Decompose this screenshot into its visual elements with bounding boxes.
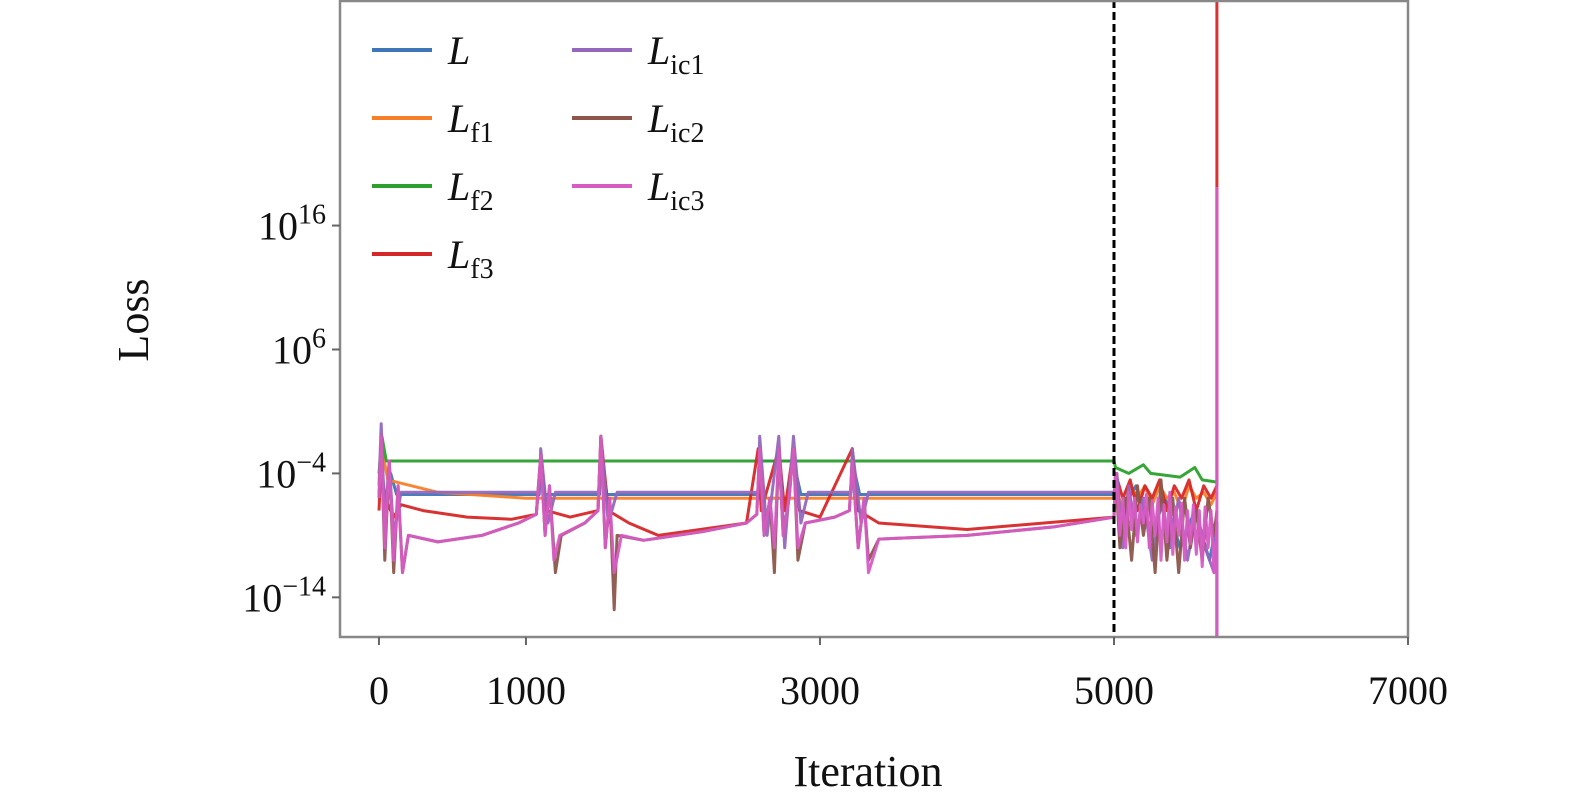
y-axis-label: Loss (109, 278, 158, 361)
legend-label: Lf1 (447, 96, 494, 149)
series-line-lf3 (377, 0, 1219, 537)
x-tick-label: 7000 (1368, 668, 1448, 713)
y-tick-label: 10−14 (242, 571, 326, 620)
y-tick-label: 10−4 (256, 447, 326, 496)
legend-label: L (447, 28, 470, 73)
legend-label: Lic2 (647, 96, 704, 149)
legend: L Lf1 Lf2 Lf3 Lic1 Lic2 Lic3 (372, 28, 704, 285)
y-axis-ticks: 1016 106 10−4 10−14 (242, 200, 340, 620)
plot-frame (338, 0, 1410, 639)
legend-label: Lf2 (447, 164, 494, 217)
x-tick-label: 3000 (780, 668, 860, 713)
x-axis-ticks: 0 1000 3000 5000 7000 (369, 637, 1448, 713)
x-tick-label: 0 (369, 668, 389, 713)
legend-item-l: L (372, 28, 470, 73)
x-tick-label: 5000 (1074, 668, 1154, 713)
x-tick-label: 1000 (486, 668, 566, 713)
legend-label: Lic3 (647, 164, 704, 217)
legend-item-lic3: Lic3 (572, 164, 704, 217)
series-line-lic3 (377, 186, 1219, 637)
legend-item-lf2: Lf2 (372, 164, 494, 217)
y-tick-label: 106 (272, 323, 326, 372)
legend-item-lic2: Lic2 (572, 96, 704, 149)
legend-item-lic1: Lic1 (572, 28, 704, 81)
y-tick-label: 1016 (258, 200, 326, 249)
series-line-lf2 (377, 434, 1218, 484)
legend-label: Lic1 (647, 28, 704, 81)
series-layer (377, 0, 1219, 637)
legend-label: Lf3 (447, 232, 494, 285)
legend-item-lf1: Lf1 (372, 96, 494, 149)
legend-item-lf3: Lf3 (372, 232, 494, 285)
x-axis-label: Iteration (793, 747, 942, 796)
